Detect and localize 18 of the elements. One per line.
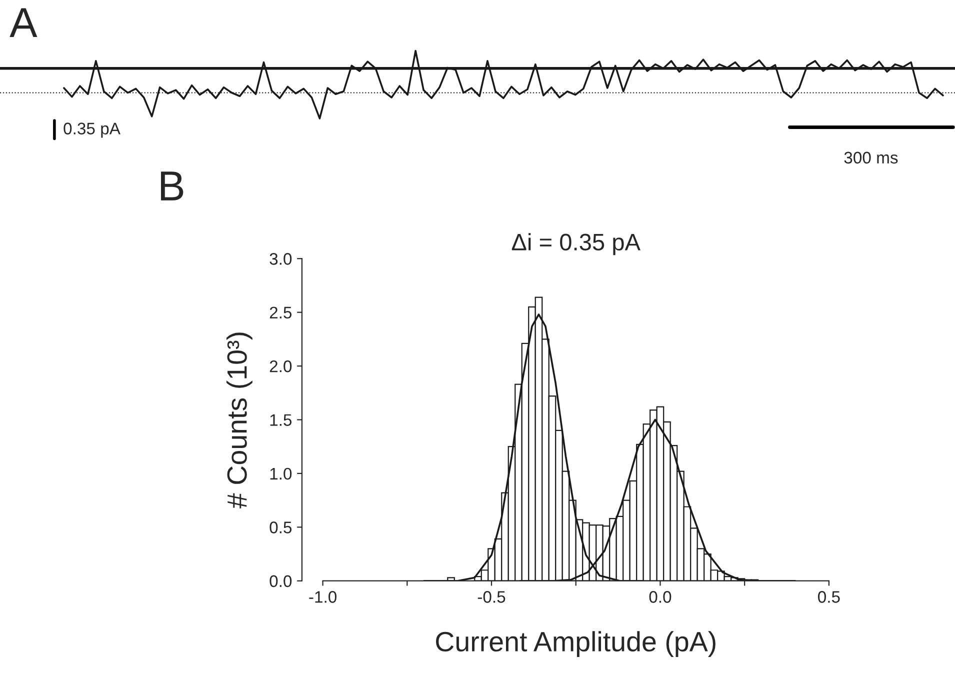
x-axis-title: Current Amplitude (pA) xyxy=(436,631,716,658)
text: 300 ms xyxy=(844,152,898,164)
text: 0.35 pA xyxy=(64,122,120,138)
x-tick-label: -1.0 xyxy=(309,591,336,603)
y-tick-label: 2.0 xyxy=(270,360,292,372)
y-tick-label: 1.5 xyxy=(270,414,292,426)
y-tick-label: 2.5 xyxy=(270,306,292,319)
chart-title: Δi = 0.35 pA xyxy=(512,233,640,256)
text: A xyxy=(10,8,38,37)
x-tick-label: -0.5 xyxy=(478,591,506,603)
x-tick-label: 0.5 xyxy=(818,591,840,603)
text: B xyxy=(160,172,184,200)
y-axis-title: # Counts (10³) xyxy=(226,332,252,508)
y-tick-label: 0.5 xyxy=(270,522,292,534)
y-tick-label: 3.0 xyxy=(270,253,292,265)
y-tick-label: 1.0 xyxy=(270,468,292,480)
x-tick-label: 0.0 xyxy=(649,591,672,603)
y-tick-label: 0.0 xyxy=(270,575,292,588)
